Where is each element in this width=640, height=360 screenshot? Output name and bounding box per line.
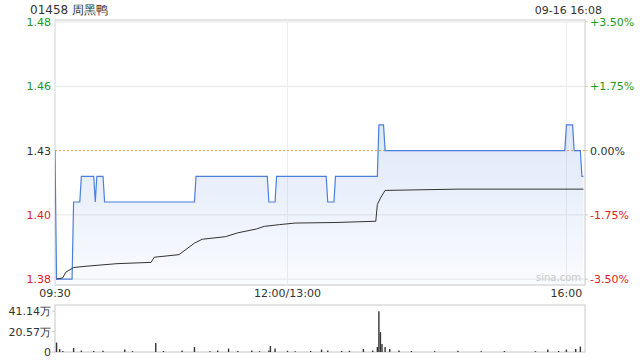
volume-bar bbox=[457, 351, 458, 352]
y-tick-label: 0 bbox=[44, 346, 51, 359]
y2-tick-label: +1.75% bbox=[590, 80, 634, 93]
volume-bar bbox=[411, 351, 412, 352]
volume-bar bbox=[163, 351, 164, 352]
tick-mark bbox=[52, 352, 55, 353]
volume-bar bbox=[349, 351, 350, 352]
grid-line bbox=[55, 86, 585, 87]
volume-bar bbox=[398, 351, 399, 352]
volume-bar bbox=[384, 347, 385, 352]
y-tick-label: 1.38 bbox=[27, 273, 52, 286]
plot-frame bbox=[55, 20, 585, 285]
plot-frame bbox=[55, 305, 585, 352]
volume-bar bbox=[363, 349, 364, 352]
volume-bar bbox=[274, 349, 275, 352]
volume-bar bbox=[132, 351, 133, 352]
volume-bar bbox=[547, 350, 548, 352]
volume-bar bbox=[124, 350, 125, 352]
volume-bar bbox=[102, 351, 103, 352]
y2-tick-mark bbox=[585, 150, 588, 151]
volume-bar bbox=[251, 351, 252, 352]
volume-bar bbox=[558, 351, 559, 352]
volume-bar bbox=[378, 311, 379, 352]
volume-bar bbox=[181, 351, 182, 352]
volume-bar bbox=[575, 349, 576, 352]
volume-bar bbox=[372, 351, 373, 352]
y2-tick-label: -1.75% bbox=[590, 209, 629, 222]
x-tick-label: 12:00/13:00 bbox=[254, 287, 321, 300]
y2-tick-label: +3.50% bbox=[590, 16, 634, 29]
volume-bar bbox=[535, 351, 536, 352]
y2-tick-mark bbox=[585, 86, 588, 87]
y-tick-label: 1.46 bbox=[27, 80, 52, 93]
volume-bar bbox=[93, 351, 94, 352]
volume-bar bbox=[380, 332, 381, 352]
y-tick-label: 1.43 bbox=[27, 145, 52, 158]
volume-bar bbox=[566, 350, 567, 352]
title: 01458 周黑鸭 bbox=[30, 3, 108, 17]
volume-bar bbox=[310, 351, 311, 352]
plot-area bbox=[56, 311, 581, 352]
volume-bar bbox=[73, 348, 74, 352]
x-tick-label: 09:30 bbox=[39, 287, 71, 300]
chart: 1.48 1.46 1.43 1.40 1.38 +3.50% +1.75% 0.00% -1.… bbox=[0, 0, 640, 360]
y-tick-label: 1.40 bbox=[27, 209, 52, 222]
grid-line bbox=[55, 22, 585, 23]
plot-area bbox=[55, 125, 583, 285]
volume-bar bbox=[580, 347, 581, 352]
y2-tick-mark bbox=[585, 21, 588, 22]
volume-bar bbox=[228, 349, 229, 352]
volume-bar bbox=[434, 351, 435, 352]
volume-bar bbox=[59, 349, 60, 352]
volume-bar bbox=[81, 351, 82, 352]
y2-tick-label: -3.50% bbox=[590, 273, 629, 286]
tick-mark bbox=[52, 331, 55, 332]
y2-tick-mark bbox=[585, 214, 588, 215]
volume-bar bbox=[321, 350, 322, 352]
volume-bar bbox=[377, 347, 378, 352]
volume-bar bbox=[389, 349, 390, 352]
watermark: sina.com bbox=[536, 272, 581, 283]
y2-tick-mark bbox=[585, 279, 588, 280]
y2-tick-label: 0.00% bbox=[590, 145, 625, 158]
volume-bar bbox=[480, 351, 481, 352]
x-tick-label: 16:00 bbox=[551, 287, 583, 300]
volume-bar bbox=[237, 351, 238, 352]
volume-bar bbox=[341, 351, 342, 352]
volume-bar bbox=[270, 346, 271, 352]
y-tick-label: 41.14万 bbox=[9, 305, 52, 318]
y-tick-label: 20.57万 bbox=[9, 326, 52, 339]
volume-bar bbox=[155, 343, 156, 352]
volume-bar bbox=[381, 344, 382, 352]
volume-bar bbox=[504, 351, 505, 352]
volume-bar bbox=[209, 351, 210, 352]
volume-bar bbox=[56, 343, 57, 352]
volume-bar bbox=[259, 351, 260, 352]
volume-bar bbox=[287, 351, 288, 352]
volume-bar bbox=[62, 351, 63, 352]
tick-mark bbox=[52, 311, 55, 312]
volume-bar bbox=[217, 351, 218, 352]
price-line bbox=[55, 125, 583, 279]
volume-bar bbox=[194, 347, 195, 352]
volume-bar bbox=[327, 351, 328, 352]
price-area bbox=[55, 125, 583, 285]
subtitle: 09-16 16:08 bbox=[535, 4, 602, 17]
volume-bar bbox=[295, 351, 296, 352]
average-line bbox=[57, 189, 584, 279]
volume-bar bbox=[268, 351, 269, 352]
y-tick-label: 1.48 bbox=[27, 16, 52, 29]
